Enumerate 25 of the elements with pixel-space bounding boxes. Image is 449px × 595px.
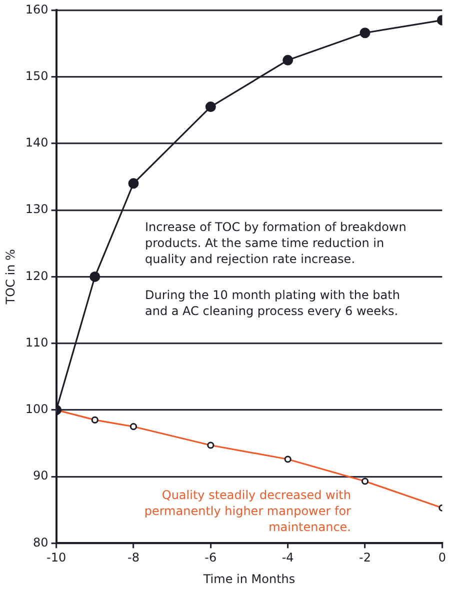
x-tick-label: -8	[127, 550, 140, 565]
y-tick-label: 110	[25, 335, 48, 350]
y-tick-label: 140	[25, 136, 48, 150]
x-tick-label: -4	[282, 550, 294, 565]
point	[90, 271, 100, 282]
point	[205, 102, 216, 112]
x-axis-title: Time in Months	[202, 572, 296, 586]
y-tick-label: 120	[25, 268, 48, 283]
y-tick-label: 100	[25, 402, 48, 416]
point	[282, 54, 294, 66]
annotation: Quality steadily decreased with permanently higher manpower for maintenance.	[143, 487, 351, 535]
y-tick-label: 150	[25, 68, 48, 83]
y-tick-label: 80	[33, 535, 48, 550]
annotation: Increase of TOC by formation of breakdown products. At the same time reduction in quality and rejection rate increase.	[145, 219, 408, 267]
x-tick-label: -6	[204, 550, 217, 565]
point	[128, 178, 139, 189]
annotation: During the 10 month plating with the bath and a AC cleaning process every 6 weeks.	[145, 287, 401, 319]
y-tick-label: 160	[25, 2, 48, 16]
y-axis-title: TOC in %	[3, 249, 18, 306]
y-tick-label: 90	[33, 468, 48, 483]
x-tick-label: 0	[438, 550, 446, 565]
x-tick-label: -2	[359, 550, 371, 565]
x-tick-label: -10	[46, 550, 66, 565]
point	[360, 28, 370, 38]
y-tick-label: 130	[25, 202, 48, 216]
